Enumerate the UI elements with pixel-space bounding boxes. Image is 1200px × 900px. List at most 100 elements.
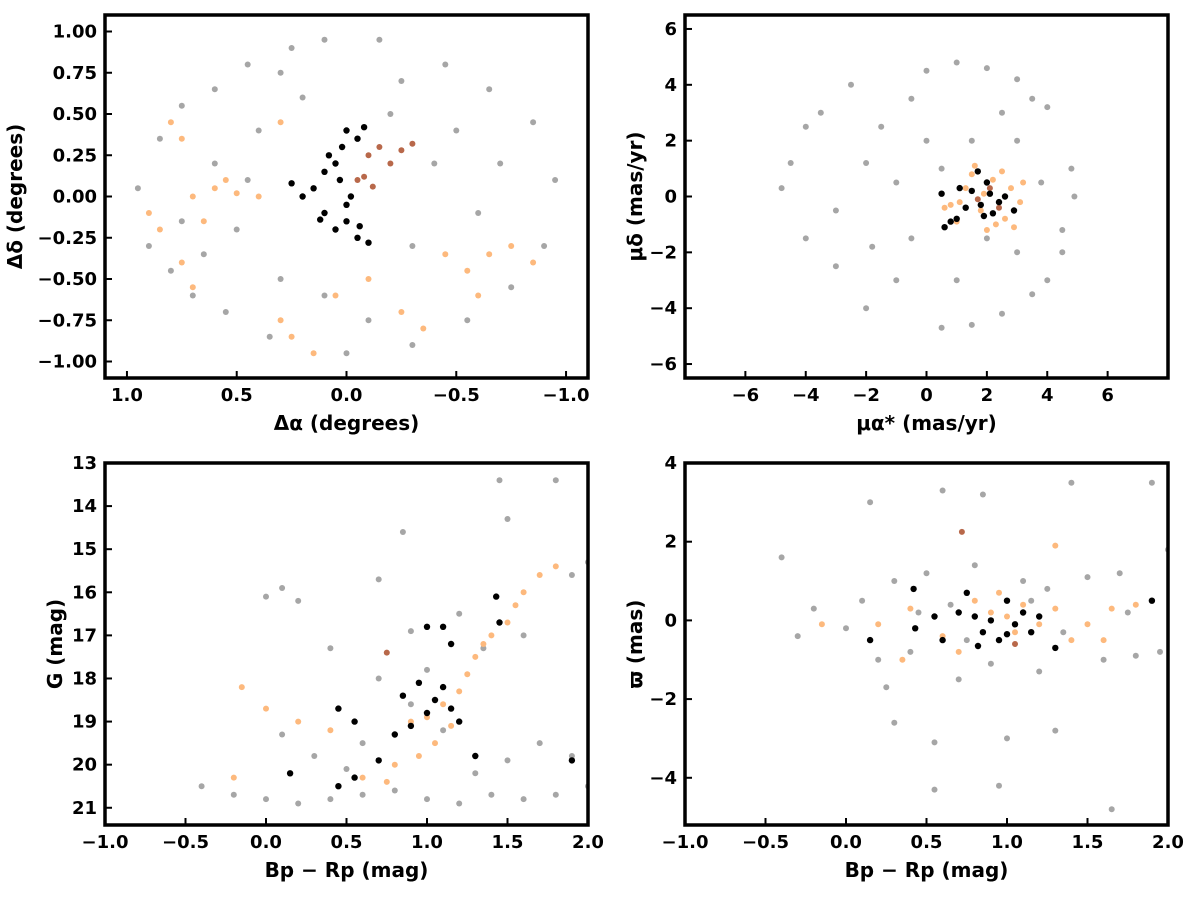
point-sky-field-6 [211, 86, 218, 93]
point-sky-field-3 [167, 267, 174, 274]
point-cmd-member-12 [335, 705, 342, 712]
point-plx-member-9 [987, 617, 995, 624]
point-cmd-field-27 [375, 576, 382, 583]
point-plx-field-35 [1060, 629, 1067, 636]
point-cmd-field-20 [359, 740, 366, 747]
point-cmd-field-21 [343, 766, 350, 772]
point-sky-field-35 [178, 218, 185, 225]
point-pm-field-7 [893, 277, 900, 284]
point-cmd-field-11 [552, 791, 559, 798]
point-pm-light_orange-6 [1017, 199, 1024, 206]
point-sky-field-32 [321, 292, 328, 299]
point-sky-field-18 [508, 284, 515, 291]
point-plx-field-36 [963, 637, 970, 644]
point-pm-member-2 [968, 187, 975, 195]
point-cmd-light_orange-9 [440, 701, 447, 708]
xtick-label-sky-3: −0.5 [433, 385, 480, 406]
point-cmd-light_orange-16 [512, 602, 519, 609]
point-sky-field-7 [222, 309, 229, 315]
xtick-label-pm-4: 2 [981, 385, 994, 406]
panel-cmd: −1.0 −0.5 0.0 0.5 1.0 1.5 2.0 21 20 19 18 17 16 15 14 1… [43, 453, 604, 882]
points-pm [778, 59, 1078, 331]
xtick-label-plx-4: 1.0 [991, 832, 1023, 853]
ylabel-sky: Δδ (degrees) [3, 124, 27, 270]
point-sky-member-14 [347, 193, 355, 200]
point-cmd-field-36 [520, 632, 527, 639]
xtick-label-plx-5: 1.5 [1072, 832, 1104, 853]
point-sky-member-0 [343, 127, 350, 134]
point-sky-field-36 [398, 78, 405, 84]
point-plx-field-11 [931, 786, 938, 793]
point-cmd-light_orange-12 [472, 653, 479, 660]
point-cmd-field-5 [359, 791, 366, 798]
xtick-label-sky-4: −1.0 [543, 385, 590, 406]
panel-sky: 1.0 0.5 0.0 −0.5 −1.0 1.00 0.75 0.50 0.25 0.00 −0.… [3, 13, 590, 435]
ytick-label-cmd-0: 21 [72, 798, 97, 819]
point-sky-light_orange-0 [167, 119, 174, 126]
point-sky-light_orange-3 [156, 226, 163, 233]
point-plx-field-2 [810, 605, 817, 612]
point-plx-field-17 [1020, 578, 1027, 584]
ytick-label-plx-0: 4 [664, 453, 677, 474]
point-plx-light_orange-16 [955, 648, 962, 655]
point-pm-field-16 [1029, 291, 1036, 298]
point-cmd-field-26 [295, 597, 302, 604]
point-pm-dark_orange-1 [986, 185, 993, 192]
point-pm-field-17 [1044, 104, 1051, 111]
point-pm-field-20 [1071, 193, 1078, 200]
point-plx-field-29 [891, 719, 898, 726]
ytick-label-cmd-7: 14 [72, 496, 97, 517]
point-sky-field-16 [464, 317, 471, 324]
point-pm-field-3 [832, 263, 839, 270]
point-sky-light_orange-7 [211, 185, 218, 192]
point-plx-light_orange-1 [875, 621, 882, 628]
ytick-label-cmd-6: 15 [72, 539, 97, 560]
panel-pm: −6 −4 −2 0 2 4 6 6 4 2 0 −2 −4 −6 μα* (mas/yr) μδ (mas/… [623, 13, 1170, 435]
xtick-label-pm-3: 0 [920, 385, 933, 406]
point-pm-field-29 [863, 160, 870, 166]
point-sky-light_orange-8 [233, 190, 240, 197]
point-plx-field-22 [1100, 656, 1107, 663]
point-pm-field-19 [1068, 165, 1075, 172]
xtick-label-plx-2: 0.0 [830, 832, 862, 853]
point-pm-light_orange-14 [980, 190, 987, 197]
point-pm-field-30 [832, 207, 839, 214]
ylabel-plx: ϖ (mas) [623, 600, 647, 689]
point-pm-field-8 [908, 95, 915, 102]
point-pm-field-12 [968, 321, 975, 328]
point-pm-light_orange-9 [999, 168, 1005, 175]
xtick-label-cmd-3: 0.5 [331, 832, 363, 853]
point-sky-field-10 [288, 45, 295, 51]
point-plx-dark_orange-1 [1012, 641, 1018, 647]
point-sky-light_orange-20 [486, 251, 493, 258]
point-sky-member-10 [332, 226, 339, 233]
ytick-label-pm-0: 6 [664, 19, 677, 40]
point-cmd-light_orange-22 [383, 778, 390, 785]
point-sky-member-18 [336, 176, 344, 184]
point-plx-field-10 [939, 487, 946, 494]
point-cmd-member-4 [391, 731, 398, 738]
point-pm-field-24 [999, 109, 1005, 116]
point-plx-light_orange-0 [818, 621, 825, 628]
point-sky-light_orange-11 [277, 317, 284, 324]
point-cmd-member-19 [415, 679, 423, 686]
ytick-label-sky-3: 0.25 [53, 145, 97, 166]
point-pm-light_orange-17 [1011, 224, 1017, 231]
point-cmd-field-32 [552, 477, 559, 484]
point-cmd-light_orange-6 [391, 761, 398, 768]
ytick-label-sky-6: −0.50 [38, 269, 98, 290]
point-plx-field-18 [1036, 668, 1043, 675]
point-cmd-field-29 [456, 610, 463, 617]
point-cmd-light_orange-4 [327, 727, 334, 734]
point-sky-light_orange-13 [310, 350, 317, 357]
point-pm-member-15 [941, 224, 948, 231]
xtick-label-plx-6: 2.0 [1152, 832, 1184, 853]
point-plx-field-4 [859, 597, 866, 604]
point-cmd-member-20 [447, 640, 455, 648]
point-plx-member-19 [1003, 631, 1011, 638]
point-cmd-field-38 [327, 645, 334, 652]
point-cmd-field-0 [198, 783, 205, 790]
point-cmd-member-13 [351, 718, 358, 725]
point-sky-field-29 [431, 160, 438, 167]
point-cmd-light_orange-5 [359, 774, 366, 781]
